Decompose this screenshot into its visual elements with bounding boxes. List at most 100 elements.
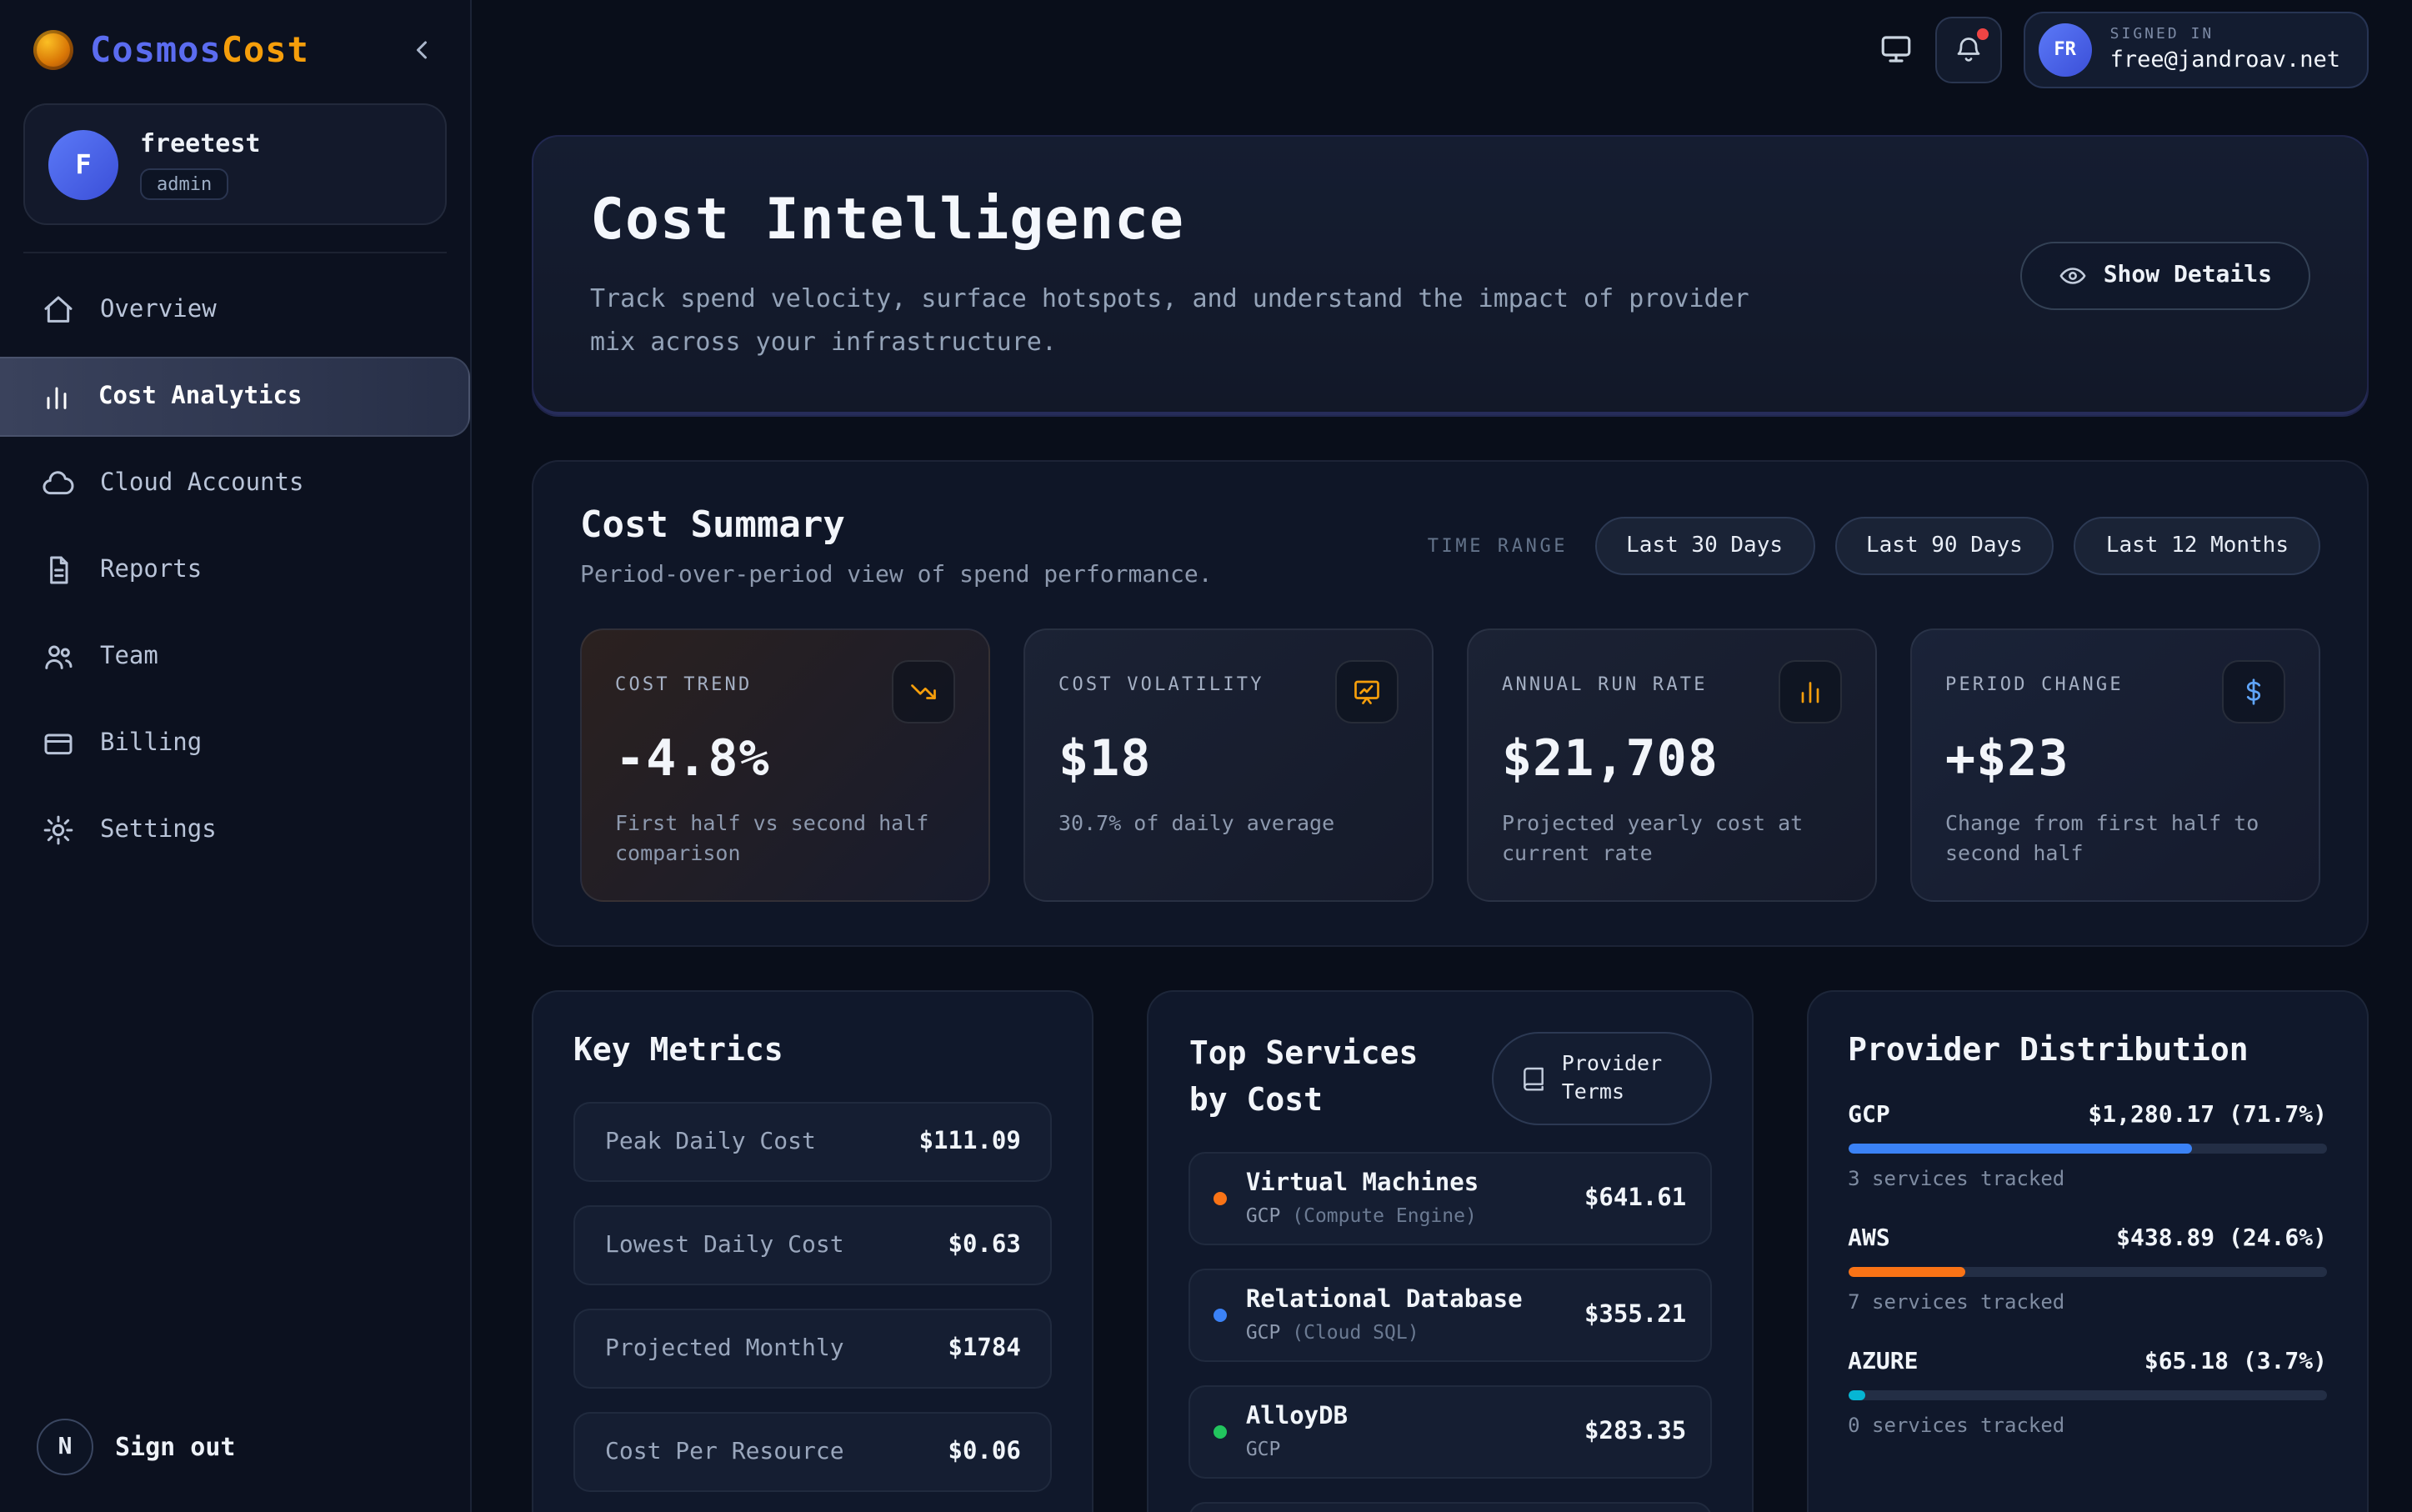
stat-description: Projected yearly cost at current rate bbox=[1502, 809, 1804, 866]
sidebar-item-cost-analytics[interactable]: Cost Analytics bbox=[0, 357, 470, 437]
cost-summary-titles: Cost Summary Period-over-period view of … bbox=[580, 504, 1213, 588]
provider-distribution-card: Provider Distribution GCP $1,280.17 (71.… bbox=[1806, 990, 2369, 1512]
provider-amount: $438.89 (24.6%) bbox=[2116, 1225, 2327, 1252]
main-area: FR SIGNED IN free@jandroav.net Cost Inte… bbox=[472, 0, 2412, 1512]
provider-terms-button[interactable]: Provider Terms bbox=[1491, 1032, 1712, 1125]
signout-avatar: N bbox=[37, 1419, 93, 1475]
metric-value: $0.06 bbox=[948, 1439, 1021, 1465]
section-subtitle: Period-over-period view of spend perform… bbox=[580, 561, 1213, 588]
service-name: Virtual Machines bbox=[1245, 1169, 1479, 1197]
brand-secondary: Cost bbox=[221, 30, 309, 70]
metric-value: $0.63 bbox=[948, 1232, 1021, 1259]
bell-icon bbox=[1957, 37, 1980, 61]
stat-card-annual-run-rate: ANNUAL RUN RATE $21,708 Projected yearly… bbox=[1467, 628, 1877, 902]
billing-icon bbox=[44, 733, 73, 755]
hero-text: Cost Intelligence Track spend velocity, … bbox=[590, 187, 1807, 364]
logo-row: CosmosCost bbox=[0, 0, 470, 93]
sidebar-collapse-button[interactable] bbox=[407, 35, 437, 65]
sidebar-item-reports[interactable]: Reports bbox=[0, 530, 470, 610]
sidebar-item-cloud-accounts[interactable]: Cloud Accounts bbox=[0, 443, 470, 523]
metric-label: Peak Daily Cost bbox=[605, 1129, 816, 1155]
notifications-button[interactable] bbox=[1934, 16, 2002, 83]
range-last-90-days[interactable]: Last 90 Days bbox=[1834, 517, 2054, 575]
service-provider: GCP (Cloud SQL) bbox=[1245, 1319, 1419, 1344]
team-icon bbox=[45, 645, 73, 669]
metric-row-cost-per-resource: Cost Per Resource $0.06 bbox=[573, 1412, 1053, 1492]
provider-bar bbox=[1848, 1390, 2327, 1400]
stat-description: Change from first half to second half bbox=[1945, 809, 2259, 866]
signout-row[interactable]: N Sign out bbox=[0, 1389, 470, 1512]
provider-services-count: 7 services tracked bbox=[1848, 1290, 2065, 1314]
sidebar-item-label: Settings bbox=[100, 817, 217, 844]
metric-row-lowest-daily: Lowest Daily Cost $0.63 bbox=[573, 1205, 1053, 1285]
sidebar-item-label: Cloud Accounts bbox=[100, 470, 304, 497]
account-menu[interactable]: FR SIGNED IN free@jandroav.net bbox=[2023, 11, 2369, 88]
bar-chart-icon bbox=[47, 387, 67, 409]
stat-label: COST TREND bbox=[615, 673, 753, 694]
stat-label: PERIOD CHANGE bbox=[1945, 673, 2124, 694]
provider-terms-label: Provider Terms bbox=[1561, 1050, 1663, 1104]
metric-label: Cost Per Resource bbox=[605, 1439, 844, 1465]
sidebar-item-label: Cost Analytics bbox=[98, 383, 303, 410]
sidebar-item-label: Billing bbox=[100, 730, 203, 757]
signed-in-label: SIGNED IN bbox=[2109, 26, 2214, 43]
stat-description: 30.7% of daily average bbox=[1058, 809, 1335, 834]
provider-name: GCP bbox=[1848, 1102, 1890, 1129]
hero-banner: Cost Intelligence Track spend velocity, … bbox=[532, 135, 2369, 416]
provider-name: AZURE bbox=[1848, 1349, 1919, 1375]
display-mode-button[interactable] bbox=[1879, 32, 1914, 67]
gear-icon bbox=[43, 815, 73, 845]
sidebar-item-label: Reports bbox=[100, 557, 203, 583]
sidebar-item-label: Overview bbox=[100, 297, 217, 323]
service-cost: $641.61 bbox=[1584, 1184, 1687, 1212]
service-row-alloydb: AlloyDB GCP $283.35 bbox=[1188, 1384, 1712, 1479]
content: Cost Intelligence Track spend velocity, … bbox=[472, 98, 2412, 1512]
avatar: FR bbox=[2038, 23, 2092, 76]
sidebar-nav: Overview Cost Analytics Cloud Accounts R… bbox=[0, 270, 470, 1389]
provider-group-azure: AZURE $65.18 (3.7%) 0 services tracked bbox=[1848, 1349, 2327, 1437]
signout-button[interactable]: Sign out bbox=[115, 1432, 236, 1462]
service-provider: GCP (Compute Engine) bbox=[1245, 1203, 1477, 1227]
role-badge: admin bbox=[140, 168, 229, 200]
sidebar-user-card[interactable]: F freetest admin bbox=[23, 103, 447, 225]
service-row-application-monitoring: Application Monitoring AWS (Amazon Cloud… bbox=[1188, 1501, 1712, 1512]
stat-label: COST VOLATILITY bbox=[1058, 673, 1264, 694]
range-last-12-months[interactable]: Last 12 Months bbox=[2074, 517, 2320, 575]
bottom-grid: Key Metrics Peak Daily Cost $111.09 Lowe… bbox=[532, 990, 2369, 1512]
top-services-header: Top Services by Cost Provider Terms bbox=[1189, 1032, 1712, 1125]
brand-name: CosmosCost bbox=[90, 30, 309, 70]
sidebar-item-label: Team bbox=[100, 643, 158, 670]
service-dot bbox=[1214, 1424, 1228, 1439]
provider-group-gcp: GCP $1,280.17 (71.7%) 3 services tracked bbox=[1848, 1102, 2327, 1190]
show-details-button[interactable]: Show Details bbox=[2019, 241, 2310, 310]
sidebar-item-billing[interactable]: Billing bbox=[0, 703, 470, 784]
stat-value: $21,708 bbox=[1502, 729, 1719, 788]
stat-icon-chip bbox=[1779, 659, 1842, 723]
sidebar-item-team[interactable]: Team bbox=[0, 617, 470, 697]
page-title: Cost Intelligence bbox=[590, 187, 1184, 253]
service-provider: GCP bbox=[1245, 1436, 1281, 1460]
provider-services-count: 3 services tracked bbox=[1848, 1167, 2065, 1190]
range-last-30-days[interactable]: Last 30 Days bbox=[1594, 517, 1814, 575]
metric-label: Lowest Daily Cost bbox=[605, 1232, 844, 1259]
stat-card-cost-volatility: COST VOLATILITY $18 30.7% of daily avera… bbox=[1023, 628, 1434, 902]
card-title: Provider Distribution bbox=[1848, 1032, 2249, 1069]
provider-bar-fill bbox=[1848, 1144, 2192, 1154]
stat-value: +$23 bbox=[1945, 729, 2069, 788]
divider bbox=[23, 252, 447, 253]
sidebar-item-overview[interactable]: Overview bbox=[0, 270, 470, 350]
user-name: freetest bbox=[140, 128, 261, 158]
stats-grid: COST TREND -4.8% First half vs second ha… bbox=[580, 628, 2320, 902]
avatar: F bbox=[48, 129, 118, 199]
provider-name: AWS bbox=[1848, 1225, 1890, 1252]
metric-value: $111.09 bbox=[918, 1129, 1021, 1155]
show-details-label: Show Details bbox=[2103, 262, 2272, 289]
stat-description: First half vs second half comparison bbox=[615, 809, 929, 866]
time-range-label: TIME RANGE bbox=[1427, 535, 1569, 557]
service-dot bbox=[1214, 1191, 1228, 1205]
sidebar-item-settings[interactable]: Settings bbox=[0, 790, 470, 870]
time-range-controls: TIME RANGE Last 30 Days Last 90 Days Las… bbox=[1428, 517, 2320, 575]
stat-card-cost-trend: COST TREND -4.8% First half vs second ha… bbox=[580, 628, 990, 902]
stat-value: $18 bbox=[1058, 729, 1152, 788]
